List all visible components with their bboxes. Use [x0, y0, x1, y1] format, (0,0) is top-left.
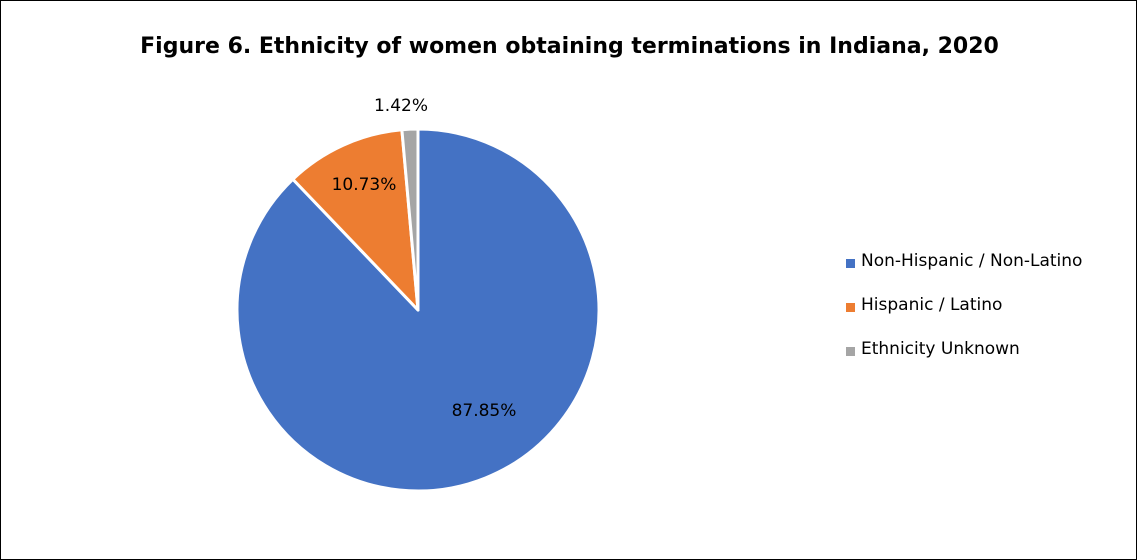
pie-slice-hispanic-latino	[291, 128, 420, 312]
data-label: 87.85%	[452, 401, 517, 421]
pie-slice-ethnicity-unknown	[400, 127, 420, 312]
legend-swatch	[846, 347, 855, 356]
data-label: 10.73%	[332, 175, 397, 195]
legend-swatch	[846, 303, 855, 312]
legend-swatch	[846, 259, 855, 268]
chart-title: Figure 6. Ethnicity of women obtaining t…	[140, 34, 999, 59]
legend-label: Ethnicity Unknown	[861, 339, 1020, 359]
data-label: 1.42%	[374, 96, 428, 116]
pie-chart: 87.85% 10.73% 1.42%	[235, 96, 601, 493]
legend-label: Non-Hispanic / Non-Latino	[861, 251, 1083, 271]
legend-label: Hispanic / Latino	[861, 295, 1003, 315]
